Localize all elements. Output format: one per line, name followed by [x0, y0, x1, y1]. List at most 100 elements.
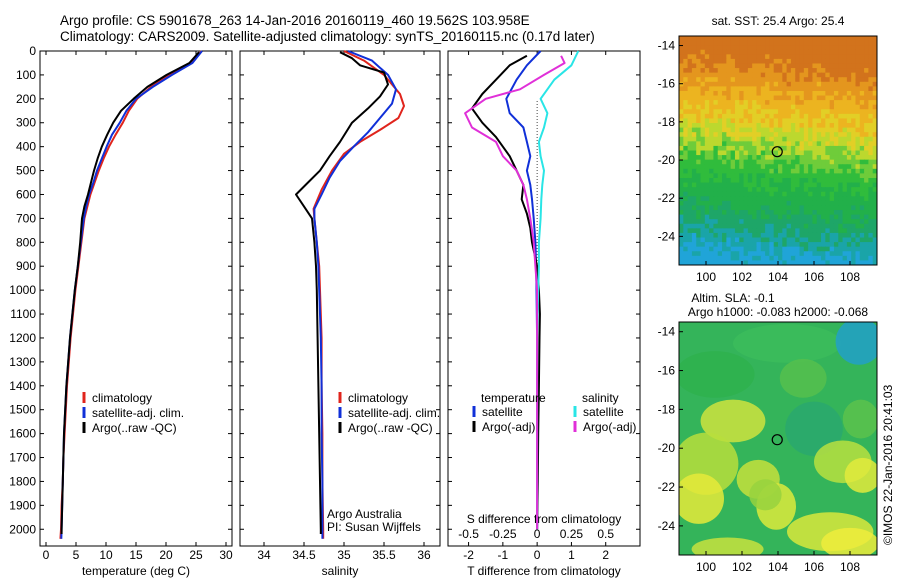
sst-cell — [799, 136, 805, 142]
sst-cell — [778, 86, 783, 92]
sst-cell — [773, 150, 779, 156]
sst-cell — [739, 145, 745, 152]
sst-cell — [795, 90, 801, 97]
sst-cell — [855, 109, 861, 115]
sst-cell — [769, 228, 775, 234]
sst-cell — [726, 63, 732, 69]
sst-cell — [717, 104, 723, 110]
sst-cell — [816, 49, 822, 55]
sst-cell — [868, 141, 874, 147]
sst-cell — [704, 223, 710, 229]
sst-cell — [864, 68, 869, 74]
sst-cell — [859, 242, 865, 248]
sst-cell — [760, 177, 766, 184]
sst-cell — [700, 123, 706, 129]
sst-cell — [821, 141, 826, 147]
sst-cell — [829, 228, 835, 234]
sst-cell — [778, 210, 783, 216]
sst-cell — [795, 200, 801, 207]
sst-cell — [795, 214, 801, 220]
legend-label: satellite-adj. clim. — [348, 406, 440, 420]
sst-cell — [842, 232, 848, 239]
sst-cell — [795, 45, 801, 51]
sst-cell — [752, 173, 758, 179]
sst-cell — [739, 187, 745, 193]
sst-cell — [747, 132, 753, 138]
sst-cell — [722, 159, 727, 165]
sst-cell — [739, 136, 745, 142]
sst-cell — [782, 58, 788, 65]
sst-cell — [765, 63, 770, 69]
sst-cell — [704, 109, 710, 115]
sst-cell — [691, 40, 697, 46]
sst-cell — [752, 145, 758, 152]
sst-cell — [760, 95, 766, 101]
sst-cell — [713, 127, 719, 133]
sst-cell — [696, 45, 702, 51]
sst-cell — [709, 136, 715, 142]
sst-cell — [700, 168, 706, 174]
sst-cell — [734, 54, 740, 60]
sst-cell — [704, 228, 710, 234]
sst-cell — [799, 68, 805, 74]
sst-cell — [717, 45, 723, 51]
sst-cell — [864, 81, 869, 87]
map-y-tick-label: -20 — [658, 441, 676, 455]
sst-cell — [829, 159, 835, 165]
sst-cell — [743, 187, 749, 193]
sst-cell — [842, 219, 848, 225]
sst-cell — [747, 86, 753, 92]
sst-cell — [808, 49, 814, 55]
sst-cell — [778, 40, 783, 46]
sst-cell — [709, 200, 715, 207]
sst-cell — [795, 187, 801, 193]
sst-cell — [739, 159, 745, 165]
sst-cell — [872, 159, 877, 165]
sst-cell — [782, 168, 788, 174]
sst-cell — [846, 210, 852, 216]
sst-cell — [778, 205, 783, 211]
sst-cell — [799, 54, 805, 60]
sst-cell — [709, 237, 715, 243]
sst-cell — [829, 36, 835, 42]
sst-cell — [782, 251, 788, 257]
sst-cell — [709, 95, 715, 101]
sst-cell — [722, 113, 727, 120]
sst-cell — [756, 173, 762, 179]
sst-cell — [709, 145, 715, 152]
sst-cell — [722, 187, 727, 193]
sst-cell — [683, 196, 689, 202]
sst-cell — [773, 54, 779, 60]
sst-cell — [782, 191, 788, 197]
sst-cell — [842, 49, 848, 55]
sst-cell — [846, 100, 852, 106]
sst-cell — [756, 155, 762, 161]
sst-cell — [752, 58, 758, 65]
sst-cell — [773, 182, 779, 188]
sst-cell — [700, 145, 706, 152]
sst-cell — [816, 132, 822, 138]
sst-cell — [872, 118, 877, 124]
sst-cell — [726, 109, 732, 115]
sst-cell — [846, 109, 852, 115]
sst-cell — [773, 68, 779, 74]
sst-cell — [868, 173, 874, 179]
sst-cell — [786, 187, 792, 193]
sst-cell — [726, 223, 732, 229]
sst-cell — [851, 40, 857, 46]
sst-cell — [739, 246, 745, 252]
sst-cell — [722, 219, 727, 225]
sst-cell — [730, 232, 736, 239]
sst-cell — [829, 86, 835, 92]
sst-cell — [722, 182, 727, 188]
sst-cell — [687, 191, 693, 197]
sst-cell — [799, 127, 805, 133]
sst-cell — [868, 150, 874, 156]
sst-cell — [829, 77, 835, 83]
sst-cell — [786, 68, 792, 74]
sst-cell — [713, 132, 719, 138]
sst-cell — [786, 49, 792, 55]
sst-cell — [700, 104, 706, 110]
sst-cell — [829, 58, 835, 65]
sst-cell — [851, 251, 857, 257]
